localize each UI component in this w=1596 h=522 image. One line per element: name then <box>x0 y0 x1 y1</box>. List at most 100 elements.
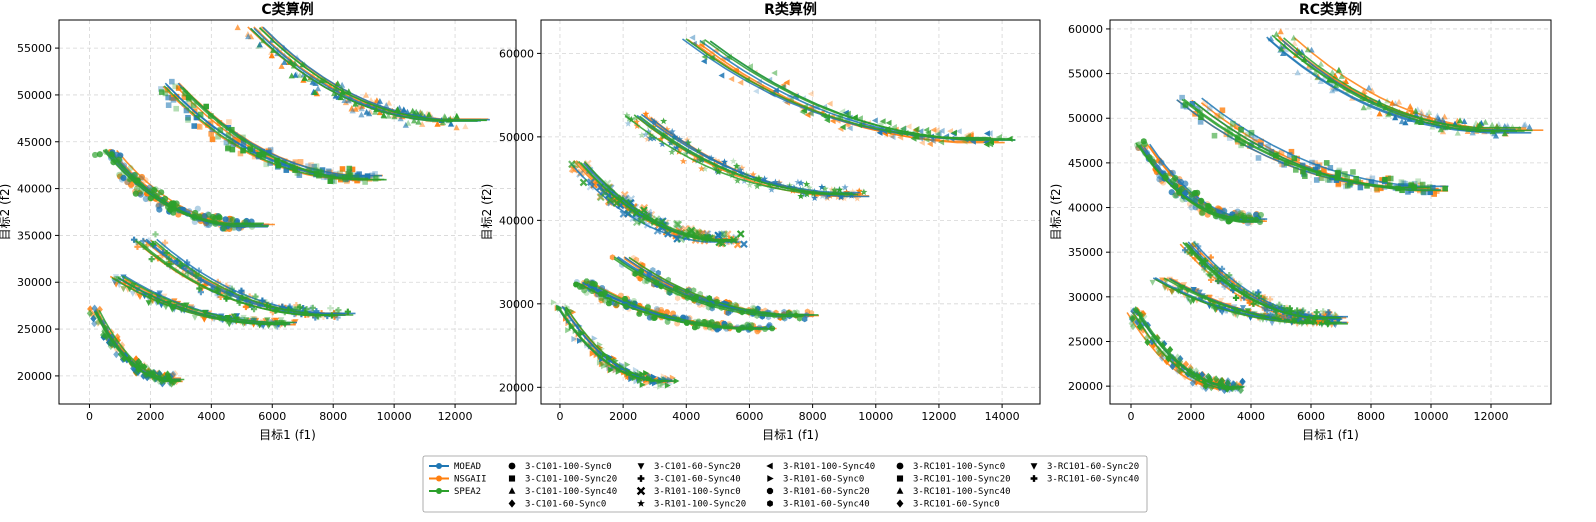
data-point <box>406 111 413 118</box>
data-point <box>162 90 169 97</box>
data-point <box>1198 259 1206 267</box>
data-point <box>281 59 288 65</box>
data-point <box>802 103 809 110</box>
data-point <box>673 377 680 385</box>
data-point <box>1240 212 1247 220</box>
data-point <box>579 337 586 344</box>
data-point <box>1238 127 1244 133</box>
data-point <box>90 314 97 323</box>
data-point <box>687 293 694 300</box>
data-point <box>633 118 641 126</box>
data-point <box>236 299 243 306</box>
data-point <box>425 111 432 118</box>
data-point <box>263 161 270 168</box>
data-point <box>1262 302 1269 309</box>
data-point <box>876 129 883 136</box>
data-point <box>129 291 136 297</box>
data-point <box>1187 250 1194 257</box>
data-point <box>272 323 279 330</box>
data-point <box>161 239 169 246</box>
front-line <box>1155 278 1334 325</box>
data-point <box>1278 150 1285 156</box>
data-point <box>1336 167 1343 174</box>
data-point <box>281 309 288 316</box>
data-point <box>1278 45 1285 52</box>
data-point <box>599 345 605 352</box>
data-point <box>1239 305 1247 311</box>
data-point <box>112 274 120 281</box>
data-point <box>675 316 682 323</box>
data-point <box>91 304 98 312</box>
data-point <box>664 226 672 234</box>
data-point <box>1291 311 1298 318</box>
data-point <box>354 177 360 184</box>
data-point <box>1368 87 1376 94</box>
data-point <box>732 162 740 170</box>
data-point <box>405 119 412 126</box>
data-point <box>1202 294 1209 301</box>
data-point <box>184 270 191 277</box>
data-point <box>1137 311 1144 319</box>
data-point <box>1179 196 1186 203</box>
data-point <box>328 312 335 319</box>
data-point <box>1378 185 1384 192</box>
data-point <box>217 283 225 290</box>
legend-label-3-R101-100-Sync40: 3-R101-100-Sync40 <box>783 462 875 472</box>
data-point <box>165 102 172 108</box>
data-point <box>208 131 214 137</box>
data-point <box>668 127 676 135</box>
data-point <box>87 305 94 313</box>
data-point <box>111 336 118 345</box>
data-point <box>650 134 658 142</box>
data-point <box>720 158 728 166</box>
data-point <box>638 131 646 139</box>
data-point <box>1194 189 1201 196</box>
data-point <box>96 305 103 314</box>
data-point <box>191 315 198 321</box>
x-tick-label: 6000 <box>735 410 763 423</box>
cluster-series-spea2 <box>1271 30 1533 137</box>
data-point <box>1250 290 1257 297</box>
data-point <box>631 298 637 304</box>
data-point <box>1210 209 1217 216</box>
data-point <box>1184 288 1191 295</box>
data-point <box>137 181 145 189</box>
x-tick-label: 0 <box>556 410 563 423</box>
data-point <box>660 380 666 388</box>
data-point <box>630 300 637 306</box>
data-point <box>1197 203 1205 210</box>
data-point <box>670 144 678 152</box>
data-point <box>1361 88 1368 94</box>
data-point <box>910 135 917 142</box>
data-point <box>453 112 460 119</box>
legend-label-spea2: SPEA2 <box>454 487 481 497</box>
front-line <box>250 27 478 122</box>
data-point <box>775 179 783 187</box>
data-point <box>119 350 126 358</box>
data-point <box>1207 376 1214 384</box>
data-point <box>1357 184 1364 191</box>
data-point <box>624 199 633 208</box>
data-point <box>660 117 668 125</box>
data-point <box>1332 82 1340 88</box>
data-point <box>746 181 754 189</box>
data-point <box>643 310 650 317</box>
data-point <box>292 159 299 165</box>
data-point <box>1257 211 1264 219</box>
data-point <box>1233 381 1240 389</box>
data-point <box>727 301 734 308</box>
data-point <box>462 123 469 130</box>
data-point <box>156 374 163 382</box>
data-point <box>739 309 745 316</box>
data-point <box>592 281 598 288</box>
data-point <box>1241 288 1248 295</box>
data-point <box>190 102 197 109</box>
data-point <box>251 153 258 160</box>
data-point <box>339 81 346 88</box>
data-point <box>140 237 147 245</box>
data-point <box>1163 278 1170 285</box>
data-point <box>1304 46 1311 53</box>
data-point <box>1255 155 1262 161</box>
data-point <box>202 309 209 316</box>
data-point <box>1198 197 1205 204</box>
